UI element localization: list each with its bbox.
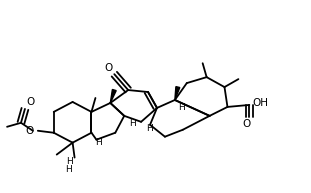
Text: O: O (26, 97, 34, 107)
Text: O: O (26, 126, 34, 136)
Polygon shape (175, 87, 180, 100)
Text: H: H (146, 124, 153, 133)
Polygon shape (110, 90, 116, 103)
Text: OH: OH (252, 98, 268, 108)
Text: H: H (178, 103, 185, 112)
Text: H: H (129, 119, 136, 128)
Text: H: H (95, 138, 102, 147)
Text: O: O (242, 119, 250, 129)
Text: H: H (66, 157, 73, 166)
Text: O: O (104, 63, 113, 73)
Text: H: H (65, 164, 72, 174)
